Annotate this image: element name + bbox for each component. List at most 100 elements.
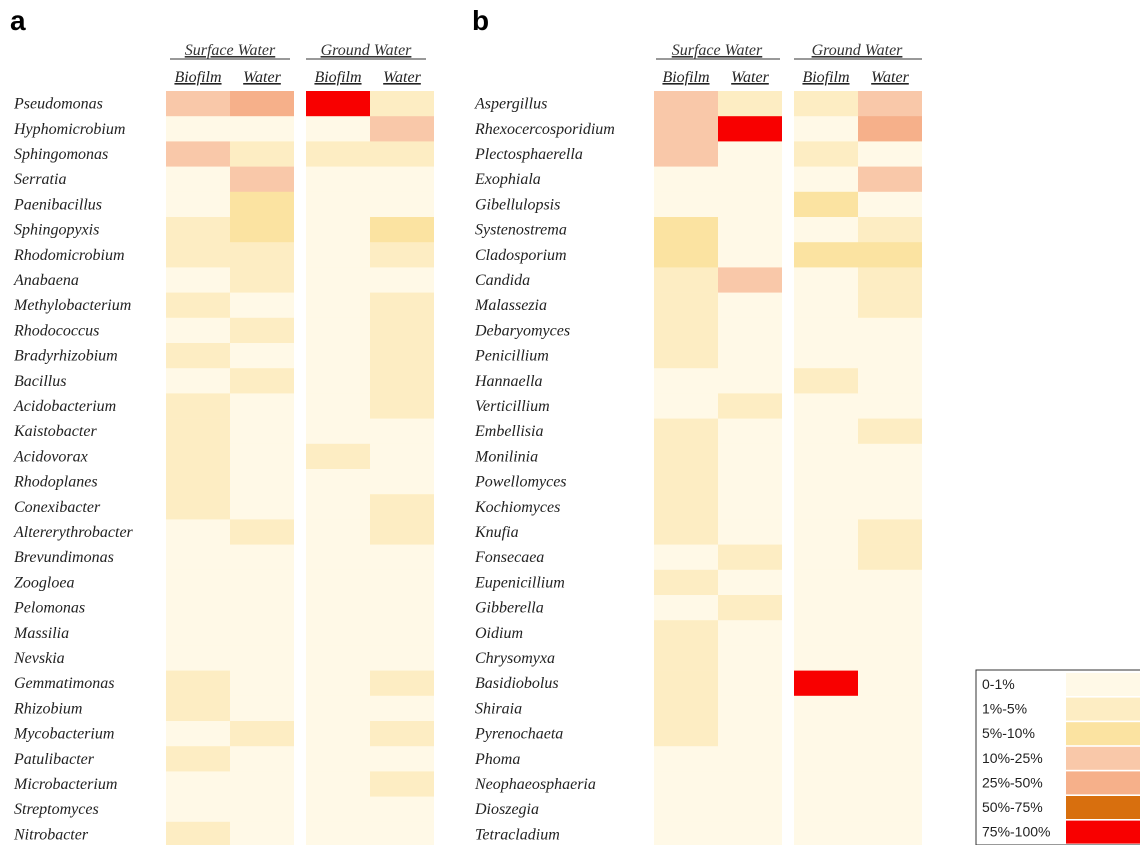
- heatmap-a-cell: [166, 569, 230, 596]
- heatmap-a-cell: [230, 620, 294, 646]
- heatmap-a-row-label: Serratia: [14, 171, 66, 188]
- heatmap-a-row-label: Mycobacterium: [13, 726, 114, 743]
- heatmap-b-cell: [858, 418, 922, 445]
- heatmap-b-cell: [718, 595, 782, 621]
- heatmap-a-cell: [370, 191, 434, 218]
- heatmap-b-cell: [794, 796, 858, 823]
- heatmap-b-cell: [718, 418, 782, 445]
- heatmap-b-cell: [794, 620, 858, 646]
- heatmap-b-cell: [718, 569, 782, 596]
- heatmap-b-cell: [718, 242, 782, 268]
- heatmap-a-cell: [370, 771, 434, 797]
- heatmap-a-cell: [370, 595, 434, 621]
- heatmap-b-cell: [654, 620, 718, 646]
- heatmap-b-cell: [858, 771, 922, 797]
- heatmap-b-cell: [654, 141, 718, 167]
- heatmap-a-cell: [306, 418, 370, 445]
- heatmap-b-row-label: Gibellulopsis: [475, 196, 560, 213]
- heatmap-b-cell: [718, 267, 782, 293]
- legend-swatch: [1066, 722, 1140, 746]
- heatmap-a-cell: [166, 368, 230, 394]
- panel-a-col-2: Water: [243, 69, 281, 86]
- heatmap-a-cell: [166, 393, 230, 419]
- heatmap-b-cell: [654, 191, 718, 218]
- heatmap-b-cell: [654, 267, 718, 293]
- heatmap-b-cell: [654, 242, 718, 268]
- heatmap-b-cell: [794, 544, 858, 571]
- heatmap-a-cell: [370, 418, 434, 445]
- heatmap-a-cell: [166, 91, 230, 117]
- heatmap-a-cell: [230, 569, 294, 596]
- heatmap-a-cell: [370, 796, 434, 823]
- heatmap-a-cell: [230, 242, 294, 268]
- heatmap-a-cell: [370, 746, 434, 772]
- heatmap-a-cell: [166, 670, 230, 697]
- heatmap-b-cell: [794, 469, 858, 495]
- heatmap-b-cell: [794, 116, 858, 142]
- heatmap-a-cell: [306, 267, 370, 293]
- heatmap-b-cell: [654, 317, 718, 344]
- heatmap-b-cell: [718, 166, 782, 193]
- heatmap-a-row-label: Kaistobacter: [13, 423, 97, 440]
- heatmap-b-cell: [794, 443, 858, 470]
- heatmap-b-cell: [654, 292, 718, 319]
- heatmap-a-cell: [306, 116, 370, 142]
- legend-swatch: [1066, 820, 1140, 844]
- heatmap-b-cell: [654, 670, 718, 697]
- heatmap-a-cell: [306, 242, 370, 268]
- heatmap-b-cell: [858, 267, 922, 293]
- panel-a-col-3: Biofilm: [314, 69, 361, 86]
- panel-a-group-surface: Surface Water: [185, 42, 276, 59]
- heatmap-b-cell: [794, 771, 858, 797]
- heatmap-b-cell: [794, 91, 858, 117]
- heatmap-b-cell: [858, 116, 922, 142]
- heatmap-a-cell: [230, 91, 294, 117]
- heatmap-a-cell: [306, 670, 370, 697]
- heatmap-b-cell: [858, 217, 922, 243]
- panel-a-group-ground: Ground Water: [321, 42, 413, 59]
- heatmap-a-cell: [166, 796, 230, 823]
- heatmap-a-row-label: Brevundimonas: [14, 549, 114, 566]
- heatmap-a: Pseudomonas Hyphomicrobium Sphingomonas Ser…: [13, 91, 434, 845]
- heatmap-b-cell: [654, 721, 718, 747]
- heatmap-a-row-label: Paenibacillus: [13, 196, 102, 213]
- heatmap-a-cell: [306, 796, 370, 823]
- heatmap-a-row-label: Streptomyces: [14, 801, 99, 818]
- heatmap-b-cell: [858, 569, 922, 596]
- heatmap-b-cell: [718, 519, 782, 545]
- heatmap-a-cell: [306, 317, 370, 344]
- heatmap-b-cell: [794, 569, 858, 596]
- heatmap-a-row-label: Sphingopyxis: [14, 222, 99, 239]
- heatmap-a-cell: [230, 670, 294, 697]
- heatmap-a-cell: [230, 368, 294, 394]
- heatmap-b-cell: [858, 343, 922, 369]
- heatmap-b-cell: [654, 368, 718, 394]
- heatmap-a-row-label: Bradyrhizobium: [14, 348, 118, 365]
- heatmap-a-cell: [306, 166, 370, 193]
- heatmap-a-row-label: Altererythrobacter: [13, 524, 134, 541]
- heatmap-a-cell: [306, 443, 370, 470]
- heatmap-a-cell: [306, 746, 370, 772]
- heatmap-b-cell: [654, 645, 718, 671]
- heatmap-a-cell: [370, 343, 434, 369]
- heatmap-b-cell: [718, 343, 782, 369]
- heatmap-b-cell: [654, 746, 718, 772]
- heatmap-a-cell: [306, 645, 370, 671]
- heatmap-a-cell: [230, 595, 294, 621]
- heatmap-b-cell: [654, 166, 718, 193]
- heatmap-a-cell: [166, 771, 230, 797]
- heatmap-a-cell: [166, 292, 230, 319]
- heatmap-b-cell: [858, 645, 922, 671]
- heatmap-a-cell: [306, 519, 370, 545]
- heatmap-a-cell: [370, 242, 434, 268]
- heatmap-a-row-label: Rhizobium: [13, 700, 82, 717]
- heatmap-a-cell: [166, 746, 230, 772]
- heatmap-a-cell: [166, 443, 230, 470]
- heatmap-b-cell: [858, 469, 922, 495]
- heatmap-b-cell: [858, 292, 922, 319]
- heatmap-a-cell: [230, 645, 294, 671]
- heatmap-a-row-label: Patulibacter: [13, 751, 95, 768]
- heatmap-a-cell: [230, 695, 294, 722]
- heatmap-a-row-label: Sphingomonas: [14, 146, 108, 163]
